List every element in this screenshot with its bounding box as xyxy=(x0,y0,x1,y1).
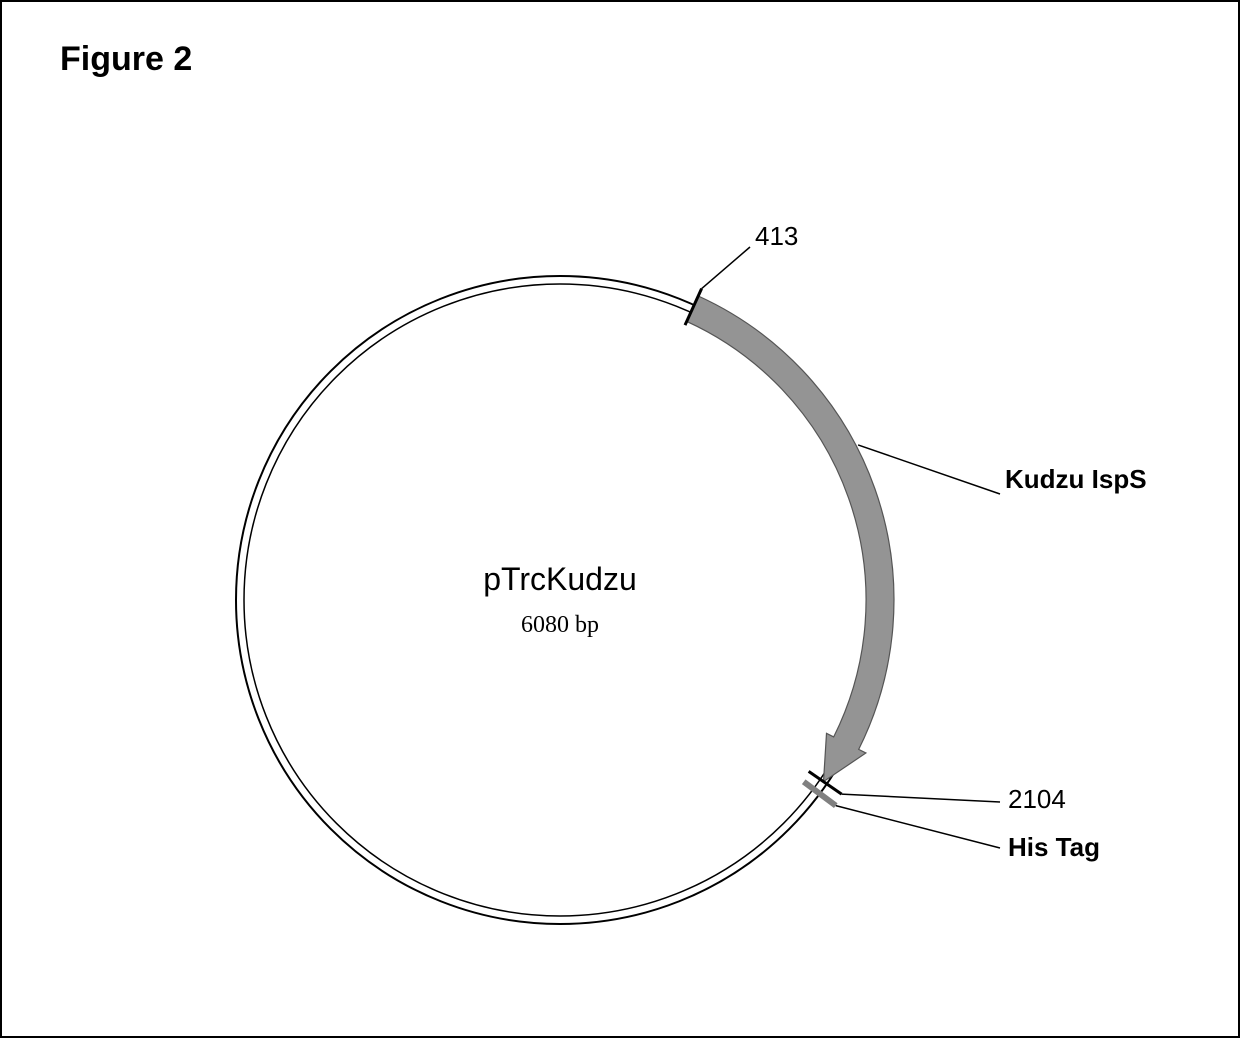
label-end-pos: 2104 xyxy=(1008,784,1066,814)
kudzu-isps-feature xyxy=(687,296,894,782)
figure-title: Figure 2 xyxy=(60,40,192,79)
label-his-tag: His Tag xyxy=(1008,832,1100,862)
label-start-pos: 413 xyxy=(755,221,798,251)
leader-kudzu xyxy=(858,445,1000,494)
plasmid-name: pTrcKudzu xyxy=(483,561,637,597)
leader-his-tag xyxy=(836,806,1000,848)
label-feature-name: Kudzu IspS xyxy=(1005,464,1147,494)
page-border xyxy=(1,1,1239,1037)
plasmid-map: 413 Kudzu IspS 2104 His Tag pTrcKudzu 60… xyxy=(0,0,1240,1038)
plasmid-size: 6080 bp xyxy=(521,612,599,638)
leader-413 xyxy=(702,247,750,289)
leader-2104 xyxy=(842,794,1000,802)
